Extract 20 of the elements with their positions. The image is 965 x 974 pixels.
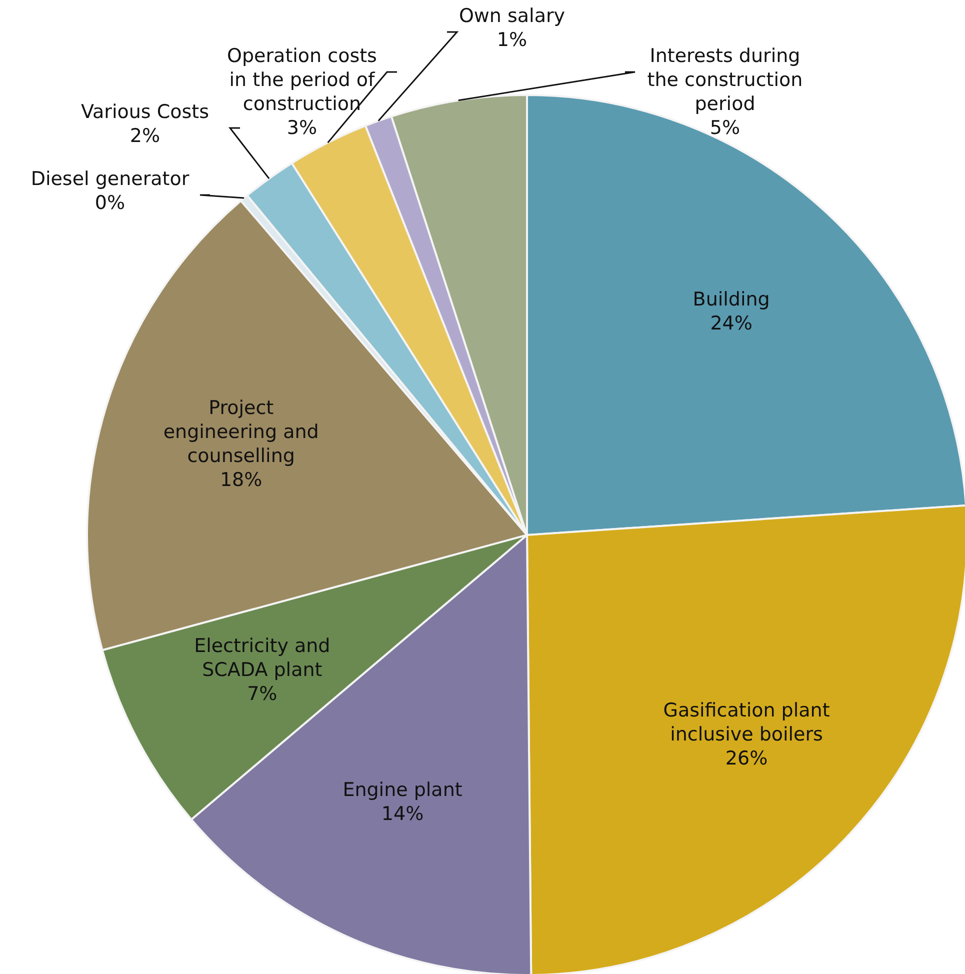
- data-label: 24%: [710, 312, 752, 334]
- data-label: 14%: [381, 803, 424, 826]
- data-label: 26%: [725, 747, 768, 770]
- slice-label: Electricity and SCADA plant: [194, 635, 330, 682]
- data-label: 18%: [220, 468, 262, 491]
- data-label: 0%: [94, 192, 126, 214]
- slice-label: Interests during the construction period: [647, 45, 803, 115]
- slice-label: Diesel generator: [30, 168, 190, 190]
- slice-label: Various Costs: [81, 101, 209, 123]
- data-label: 1%: [496, 29, 528, 51]
- slice-label: Engine plant: [342, 779, 462, 802]
- slice-label: Project engineering and counselling: [163, 396, 319, 467]
- data-label: 5%: [710, 117, 740, 139]
- slice-label: Operation costs in the period of construction: [227, 45, 377, 115]
- slice-label: Own salary: [458, 5, 566, 27]
- slice-label: Gasification plant inclusive boilers: [663, 699, 830, 746]
- slice-label: Building: [692, 288, 770, 310]
- data-label: 7%: [247, 683, 278, 706]
- data-label: 3%: [286, 117, 318, 139]
- data-label: 2%: [130, 125, 160, 147]
